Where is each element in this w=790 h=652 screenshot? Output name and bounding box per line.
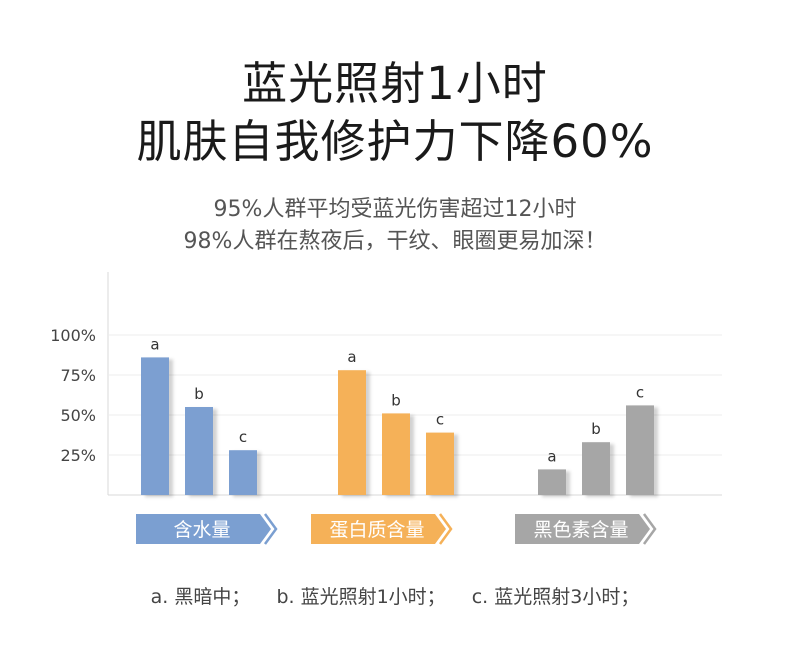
subtitle-line-2: 98%人群在熬夜后，干纹、眼圈更易加深！: [183, 229, 607, 254]
bar-label: a: [150, 335, 159, 353]
category-box: [515, 514, 639, 544]
bar: [582, 442, 610, 495]
bars: a b c a b c a b c: [141, 335, 654, 495]
legend: a. 黑暗中； b. 蓝光照射1小时； c. 蓝光照射3小时；: [0, 585, 790, 609]
y-tick-label: 75%: [60, 366, 96, 385]
bar: [141, 357, 169, 495]
bar-label: c: [239, 428, 247, 446]
category-box: [311, 514, 435, 544]
bar-label: a: [547, 447, 556, 465]
category-box: [136, 514, 260, 544]
subtitle-line-1: 95%人群平均受蓝光伤害超过12小时: [213, 197, 577, 222]
legend-a: a. 黑暗中；: [150, 586, 251, 608]
category-arrow-outline: [642, 513, 657, 545]
bar-label: c: [636, 383, 644, 401]
bar-label: b: [391, 391, 401, 409]
category-arrow: [639, 514, 650, 544]
y-tick-label: 25%: [60, 446, 96, 465]
bar: [382, 413, 410, 495]
bar: [626, 405, 654, 495]
category-label: 含水量: [173, 519, 230, 541]
bar-label: a: [347, 348, 356, 366]
title-line-1: 蓝光照射1小时: [242, 57, 548, 110]
bar: [229, 450, 257, 495]
bar-label: c: [436, 411, 444, 429]
y-axis-ticks: 100% 75% 50% 25%: [50, 326, 96, 465]
title-line-2: 肌肤自我修护力下降60%: [136, 115, 654, 168]
category-labels: 含水量 蛋白质含量 黑色素含量: [136, 513, 657, 545]
y-tick-label: 100%: [50, 326, 96, 345]
bar: [185, 407, 213, 495]
category-label: 蛋白质含量: [329, 519, 424, 541]
bar-chart: 100% 75% 50% 25% a b c a b c a b c 含水量 蛋白质含量 黑色素含量: [50, 272, 722, 545]
bar: [538, 469, 566, 495]
category-arrow-outline: [438, 513, 453, 545]
legend-c: c. 蓝光照射3小时；: [471, 586, 640, 608]
category-label: 黑色素含量: [533, 519, 628, 541]
bar-label: b: [591, 420, 601, 438]
y-tick-label: 50%: [60, 406, 96, 425]
category-arrow: [260, 514, 271, 544]
bar: [338, 370, 366, 495]
category-arrow: [435, 514, 446, 544]
category-arrow-outline: [263, 513, 278, 545]
legend-b: b. 蓝光照射1小时；: [276, 586, 446, 608]
bar: [426, 432, 454, 495]
bar-label: b: [194, 385, 204, 403]
